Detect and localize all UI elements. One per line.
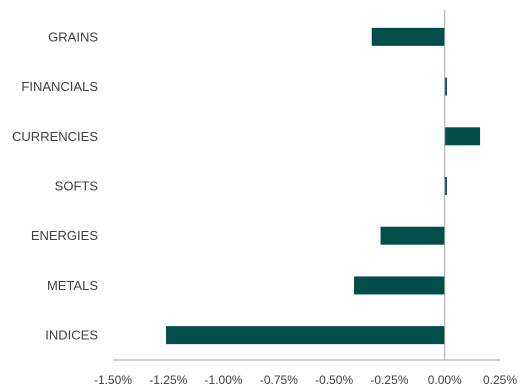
category-label-energies: ENERGIES	[31, 228, 99, 243]
axes-layer	[113, 10, 500, 361]
category-label-metals: METALS	[47, 278, 98, 293]
category-label-financials: FINANCIALS	[21, 79, 98, 94]
labels-layer: GRAINS FINANCIALS CURRENCIES SOFTS ENERGIES M…	[12, 29, 517, 387]
category-label-currencies: CURRENCIES	[12, 129, 98, 144]
bar-currencies	[444, 127, 481, 146]
bar-grains	[371, 27, 445, 46]
x-tick-label: 0.00%	[428, 373, 462, 387]
bars-layer	[166, 27, 481, 345]
bar-energies	[380, 226, 445, 245]
x-tick-label: -1.50%	[94, 373, 132, 387]
bar-softs	[444, 177, 447, 195]
category-label-grains: GRAINS	[48, 29, 98, 44]
bar-financials	[444, 77, 447, 96]
x-tick-label: -0.50%	[315, 373, 353, 387]
x-tick-label: -1.25%	[149, 373, 187, 387]
bar-metals	[354, 276, 445, 295]
category-label-softs: SOFTS	[55, 179, 99, 194]
x-tick-label: -1.00%	[205, 373, 243, 387]
x-tick-label: -0.75%	[260, 373, 298, 387]
bar-indices	[166, 326, 445, 345]
x-tick-label: 0.25%	[483, 373, 517, 387]
category-label-indices: INDICES	[45, 328, 98, 343]
x-tick-label: -0.25%	[370, 373, 408, 387]
